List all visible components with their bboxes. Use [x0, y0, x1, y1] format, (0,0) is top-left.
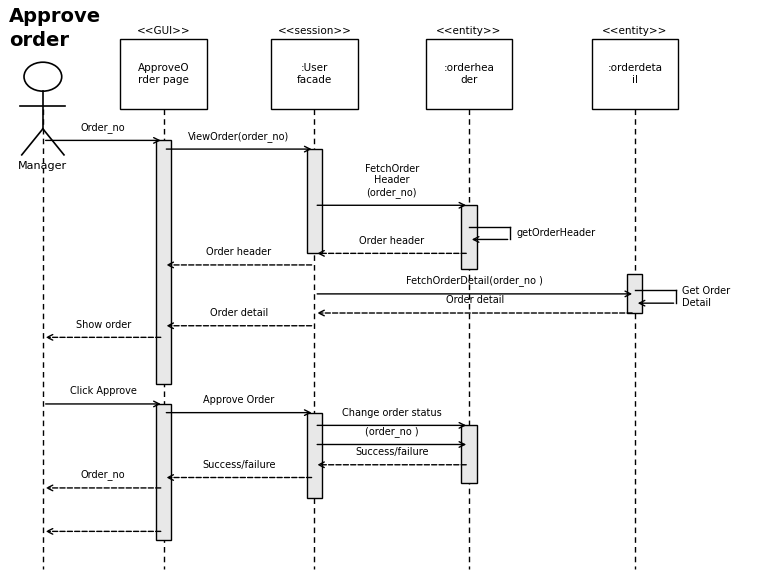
- Text: <<session>>: <<session>>: [278, 26, 351, 36]
- Bar: [307, 149, 322, 253]
- Text: :orderheа
der: :orderheа der: [444, 63, 494, 84]
- Bar: [628, 274, 643, 313]
- Text: Manager: Manager: [18, 161, 67, 171]
- Text: Order detail: Order detail: [446, 296, 504, 306]
- Text: Order header: Order header: [359, 236, 424, 246]
- Bar: [120, 39, 207, 109]
- Text: Order header: Order header: [207, 247, 272, 257]
- Text: Order_no: Order_no: [81, 122, 126, 133]
- Text: Approve
order: Approve order: [9, 7, 101, 49]
- Text: getOrderHeader: getOrderHeader: [516, 228, 596, 238]
- Text: FetchOrderDetail(order_no ): FetchOrderDetail(order_no ): [407, 275, 543, 286]
- Text: Order detail: Order detail: [210, 308, 268, 318]
- Text: Success/failure: Success/failure: [202, 460, 276, 470]
- Text: Show order: Show order: [76, 320, 131, 330]
- Text: <<GUI>>: <<GUI>>: [137, 26, 190, 36]
- Bar: [425, 39, 512, 109]
- Text: ApproveO
rder page: ApproveO rder page: [138, 63, 189, 84]
- Bar: [156, 140, 171, 384]
- Text: Change order status: Change order status: [342, 408, 441, 418]
- Text: Order_no: Order_no: [81, 470, 126, 480]
- Text: Approve Order: Approve Order: [204, 395, 275, 405]
- Text: Click Approve: Click Approve: [70, 386, 137, 396]
- Bar: [156, 404, 171, 540]
- Text: Success/failure: Success/failure: [355, 447, 428, 457]
- Text: FetchOrder
Header
(order_no): FetchOrder Header (order_no): [365, 164, 419, 198]
- Bar: [307, 413, 322, 498]
- Circle shape: [24, 62, 62, 91]
- Bar: [462, 425, 477, 483]
- Bar: [462, 205, 477, 269]
- Text: <<entity>>: <<entity>>: [436, 26, 502, 36]
- Text: ViewOrder(order_no): ViewOrder(order_no): [188, 130, 290, 141]
- Text: :orderdeta
il: :orderdeta il: [607, 63, 662, 84]
- Text: (order_no ): (order_no ): [365, 426, 419, 437]
- Bar: [591, 39, 678, 109]
- Text: Get Order
Detail: Get Order Detail: [683, 286, 731, 308]
- Bar: [271, 39, 358, 109]
- Text: <<entity>>: <<entity>>: [603, 26, 668, 36]
- Text: :User
facade: :User facade: [297, 63, 332, 84]
